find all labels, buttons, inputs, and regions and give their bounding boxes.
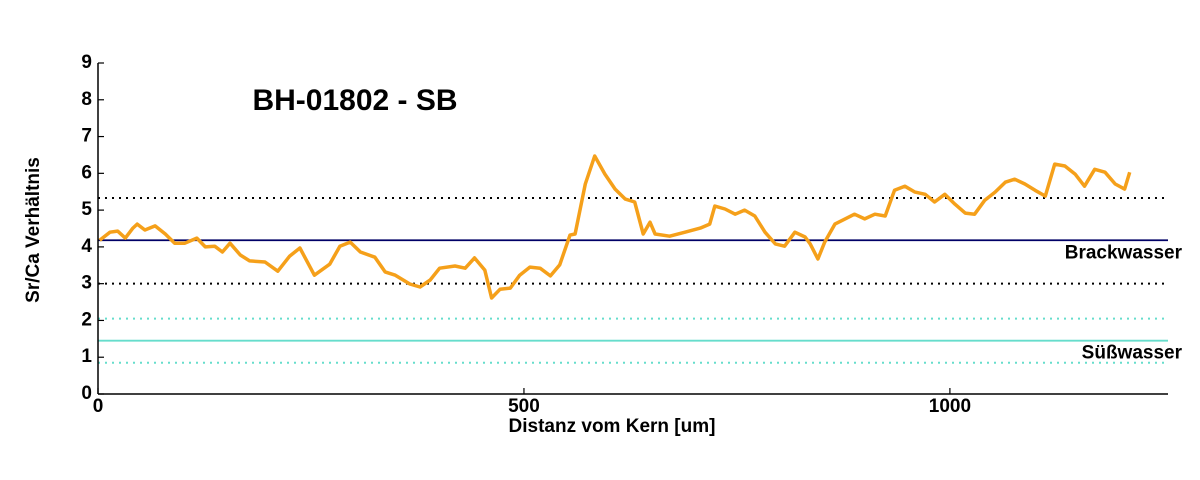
- x-tick-label: 1000: [929, 396, 971, 417]
- y-axis-label: Sr/Ca Verhältnis: [23, 157, 44, 303]
- reference-label: Süßwasser: [1082, 343, 1183, 364]
- x-tick-label: 0: [93, 396, 104, 417]
- y-tick-label: 2: [81, 309, 92, 330]
- chart-title: BH-01802 - SB: [252, 84, 457, 117]
- y-tick-label: 7: [81, 126, 92, 147]
- y-tick-label: 6: [81, 162, 92, 183]
- y-tick-label: 4: [81, 236, 92, 257]
- y-tick-label: 1: [81, 346, 92, 367]
- x-axis-label: Distanz vom Kern [um]: [509, 416, 716, 437]
- y-tick-label: 8: [81, 89, 92, 110]
- y-tick-label: 0: [81, 383, 92, 404]
- y-tick-label: 5: [81, 199, 92, 220]
- y-tick-label: 3: [81, 273, 92, 294]
- y-tick-label: 9: [81, 52, 92, 73]
- data-line: [98, 154, 1132, 300]
- x-tick-label: 500: [508, 396, 540, 417]
- reference-label: Brackwasser: [1065, 242, 1183, 263]
